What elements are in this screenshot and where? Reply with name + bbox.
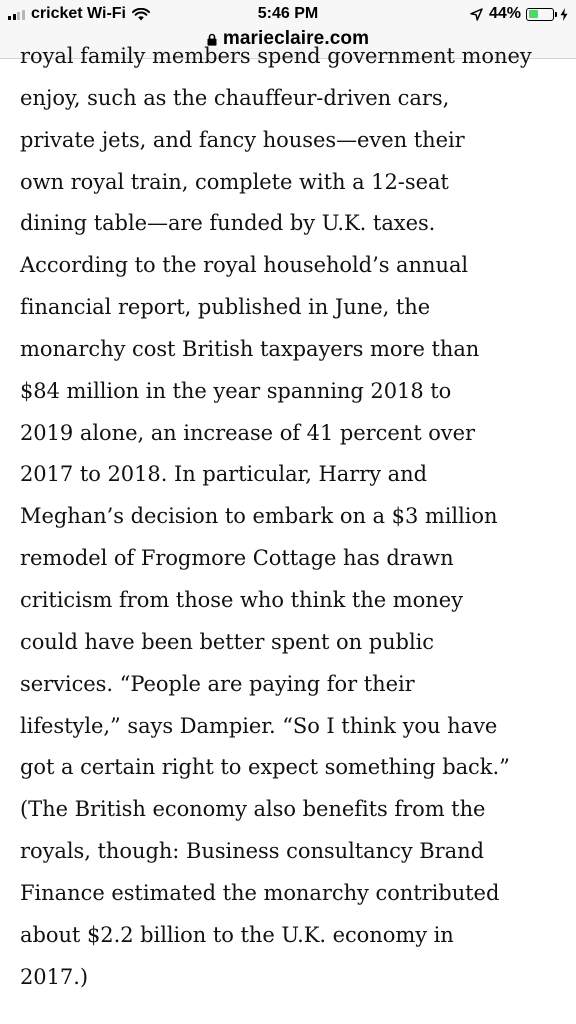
address-bar[interactable]: marieclaire.com bbox=[0, 28, 576, 59]
article-line: Meghan’s decision to embark on a $3 mill… bbox=[20, 504, 498, 529]
status-bar: cricket Wi-Fi 5:46 PM 44% bbox=[0, 0, 576, 28]
lock-icon bbox=[207, 33, 217, 46]
article-line: $84 million in the year spanning 2018 to bbox=[20, 378, 452, 403]
url-domain: marieclaire.com bbox=[222, 28, 370, 49]
battery-cap bbox=[555, 11, 557, 17]
article-line: own royal train, complete with a 12-seat bbox=[20, 169, 449, 194]
article-line: private jets, and fancy houses—even thei… bbox=[20, 127, 465, 152]
article-line: 2017 to 2018. In particular, Harry and bbox=[20, 462, 427, 487]
article-line: financial report, published in June, the bbox=[20, 295, 431, 320]
status-right: 44% bbox=[470, 5, 568, 23]
wifi-icon bbox=[132, 8, 150, 21]
article-line: dining table—are funded by U.K. taxes. bbox=[20, 211, 436, 236]
article-line: royal family members spend government mo… bbox=[20, 44, 532, 68]
battery-icon bbox=[526, 7, 554, 21]
location-arrow-icon bbox=[470, 7, 483, 21]
carrier-label: cricket Wi-Fi bbox=[31, 5, 126, 22]
article-line: lifestyle,” says Dampier. “So I think yo… bbox=[20, 713, 498, 738]
clock: 5:46 PM bbox=[257, 5, 319, 22]
article-line: enjoy, such as the chauffeur-driven cars… bbox=[20, 85, 450, 110]
article-line: services. “People are paying for their bbox=[20, 671, 415, 696]
battery-fill bbox=[528, 10, 539, 18]
article-line: Finance estimated the monarchy contribut… bbox=[20, 880, 500, 905]
article-line: 2017.) bbox=[20, 964, 89, 989]
article-line: 2019 alone, an increase of 41 percent ov… bbox=[20, 420, 475, 445]
article-line: criticism from those who think the money bbox=[20, 587, 463, 612]
address-display[interactable]: marieclaire.com bbox=[207, 28, 369, 50]
article-line: about $2.2 billion to the U.K. economy i… bbox=[20, 922, 454, 947]
article-line: royals, though: Business consultancy Bra… bbox=[20, 839, 484, 864]
article-line: According to the royal household’s annua… bbox=[20, 253, 469, 278]
article-line: got a certain right to expect something … bbox=[20, 755, 510, 780]
article-body: royal family members spend government mo… bbox=[20, 36, 565, 998]
battery-percent: 44% bbox=[488, 5, 521, 22]
status-left: cricket Wi-Fi bbox=[8, 5, 150, 23]
article-line: could have been better spent on public bbox=[20, 629, 434, 654]
article-line: (The British economy also benefits from … bbox=[20, 797, 486, 822]
signal-strength-icon bbox=[8, 8, 26, 20]
article-line: monarchy cost British taxpayers more tha… bbox=[20, 336, 480, 361]
article-line: remodel of Frogmore Cottage has drawn bbox=[20, 546, 454, 571]
charging-bolt-icon bbox=[560, 7, 568, 21]
